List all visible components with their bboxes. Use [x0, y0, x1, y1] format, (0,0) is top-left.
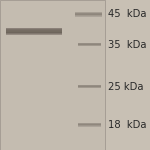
Bar	[78, 123, 100, 124]
Bar	[78, 87, 100, 88]
Bar	[6, 32, 62, 33]
Bar	[75, 15, 102, 16]
Bar	[6, 32, 62, 33]
Bar	[78, 43, 100, 44]
Bar	[78, 126, 100, 127]
Bar	[75, 14, 102, 15]
Bar	[6, 29, 62, 30]
Text: 18  kDa: 18 kDa	[108, 120, 147, 130]
Bar	[75, 13, 102, 14]
Bar	[78, 44, 100, 45]
Bar	[78, 123, 100, 124]
Bar	[6, 29, 62, 30]
Text: 35  kDa: 35 kDa	[108, 40, 147, 50]
Bar	[78, 85, 100, 86]
Bar	[6, 30, 62, 31]
Bar	[75, 12, 102, 13]
Bar	[78, 44, 100, 45]
Bar	[78, 86, 100, 87]
Bar	[6, 31, 62, 32]
Bar	[78, 45, 100, 46]
Bar	[78, 124, 100, 125]
Bar	[78, 125, 100, 126]
Bar	[78, 85, 100, 86]
Bar	[75, 13, 102, 14]
Bar	[78, 86, 100, 87]
Bar	[6, 34, 62, 35]
Text: 45  kDa: 45 kDa	[108, 9, 147, 19]
Bar	[6, 28, 62, 29]
Text: 25 kDa: 25 kDa	[108, 82, 144, 92]
Bar	[75, 14, 102, 15]
Bar	[0, 0, 105, 150]
Bar	[6, 33, 62, 34]
